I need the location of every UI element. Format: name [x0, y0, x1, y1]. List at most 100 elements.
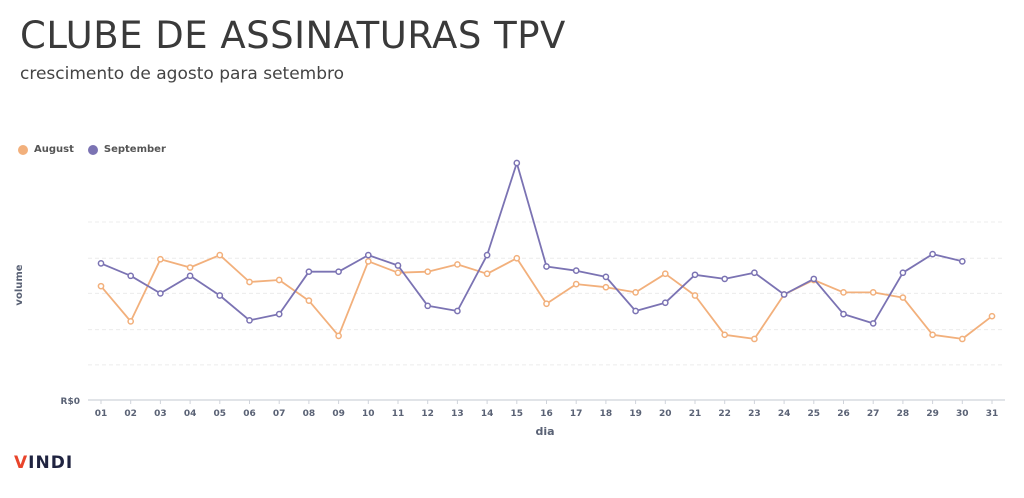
point-september-11[interactable] — [394, 262, 402, 269]
legend: August September — [18, 144, 166, 155]
x-tick-labels: 01 02 03 04 05 06 07 08 09 10 11 12 13 14 15 16 17 18 19 20… — [95, 400, 999, 419]
point-september-22[interactable] — [721, 275, 729, 283]
point-august-22[interactable] — [721, 331, 729, 339]
point-august-27[interactable] — [869, 289, 877, 296]
x-tick-label-15: 15 — [511, 409, 524, 419]
point-august-19[interactable] — [632, 289, 639, 296]
x-tick-label-02: 02 — [124, 409, 137, 419]
point-september-09[interactable] — [335, 268, 342, 276]
legend-item-august[interactable]: August — [18, 144, 74, 155]
x-tick-label-20: 20 — [659, 409, 672, 419]
legend-dot-september — [87, 144, 98, 155]
x-tick-label-13: 13 — [451, 409, 464, 419]
point-august-07[interactable] — [275, 276, 283, 284]
point-august-03[interactable] — [157, 255, 164, 263]
point-august-10[interactable] — [364, 257, 372, 265]
point-august-04[interactable] — [186, 264, 194, 271]
point-september-21[interactable] — [691, 271, 699, 279]
x-tick-label-24: 24 — [778, 409, 791, 419]
point-august-17[interactable] — [572, 280, 580, 288]
point-august-11[interactable] — [394, 269, 402, 277]
point-september-05[interactable] — [216, 292, 224, 299]
point-september-13[interactable] — [454, 307, 461, 315]
x-tick-label-08: 08 — [303, 409, 316, 419]
point-august-02[interactable] — [127, 318, 135, 325]
x-tick-label-31: 31 — [986, 409, 999, 419]
point-september-08[interactable] — [305, 268, 313, 276]
x-tick-label-26: 26 — [837, 409, 850, 419]
x-tick-label-03: 03 — [154, 409, 167, 419]
point-september-15[interactable] — [513, 159, 521, 167]
point-september-30[interactable] — [958, 257, 966, 265]
point-september-26[interactable] — [840, 310, 847, 318]
x-tick-label-28: 28 — [897, 409, 910, 419]
point-august-13[interactable] — [454, 261, 461, 268]
x-tick-label-12: 12 — [421, 409, 434, 419]
point-august-18[interactable] — [602, 283, 610, 291]
point-september-10[interactable] — [364, 251, 372, 259]
x-tick-label-22: 22 — [718, 409, 731, 419]
point-september-24[interactable] — [780, 291, 788, 298]
point-august-29[interactable] — [929, 331, 936, 339]
point-september-07[interactable] — [275, 310, 283, 318]
point-august-14[interactable] — [483, 270, 491, 278]
point-august-28[interactable] — [899, 294, 907, 301]
logo-rest: INDI — [28, 453, 74, 473]
point-august-01[interactable] — [97, 282, 105, 290]
legend-dot-august — [18, 144, 28, 155]
x-tick-label-19: 19 — [629, 409, 642, 419]
point-september-27[interactable] — [869, 320, 877, 327]
point-august-31[interactable] — [988, 312, 996, 320]
point-september-04[interactable] — [186, 272, 194, 280]
x-tick-label-16: 16 — [540, 409, 553, 419]
point-september-29[interactable] — [929, 250, 936, 258]
x-tick-label-27: 27 — [867, 409, 880, 419]
x-tick-label-06: 06 — [243, 409, 256, 419]
point-august-23[interactable] — [751, 335, 758, 343]
point-september-02[interactable] — [127, 272, 135, 280]
point-august-08[interactable] — [305, 297, 313, 305]
point-september-28[interactable] — [899, 269, 907, 277]
point-september-06[interactable] — [246, 316, 253, 324]
point-september-12[interactable] — [424, 302, 432, 310]
point-august-06[interactable] — [246, 278, 253, 286]
point-september-25[interactable] — [810, 275, 818, 283]
x-tick-label-18: 18 — [600, 409, 613, 419]
point-august-21[interactable] — [691, 292, 699, 299]
point-august-05[interactable] — [216, 251, 224, 259]
x-tick-label-23: 23 — [748, 409, 761, 419]
point-september-23[interactable] — [751, 269, 758, 277]
series-line-september — [100, 162, 963, 325]
point-august-09[interactable] — [335, 332, 342, 340]
point-september-01[interactable] — [97, 260, 105, 267]
point-september-18[interactable] — [602, 273, 610, 281]
x-tick-label-01: 01 — [95, 409, 108, 419]
point-september-16[interactable] — [543, 263, 550, 270]
point-august-26[interactable] — [840, 289, 847, 296]
legend-item-september[interactable]: September — [87, 144, 166, 155]
point-september-19[interactable] — [632, 307, 639, 315]
point-august-20[interactable] — [661, 270, 669, 278]
logo-v: V — [14, 453, 29, 473]
x-tick-label-25: 25 — [808, 409, 821, 419]
point-august-30[interactable] — [958, 335, 966, 343]
point-august-16[interactable] — [543, 300, 550, 308]
x-axis-label: dia — [535, 425, 554, 438]
x-tick-label-05: 05 — [214, 409, 227, 419]
point-september-14[interactable] — [483, 251, 491, 259]
point-august-12[interactable] — [424, 268, 432, 276]
x-tick-label-04: 04 — [184, 409, 197, 419]
x-tick-label-21: 21 — [689, 409, 702, 419]
point-september-20[interactable] — [661, 299, 669, 307]
grid-lines — [88, 221, 1005, 366]
series-layer — [97, 159, 996, 343]
x-tick-label-29: 29 — [926, 409, 939, 419]
series-september — [97, 159, 966, 327]
point-september-17[interactable] — [572, 267, 580, 275]
chart-title: CLUBE DE ASSINATURAS TPV — [20, 14, 566, 57]
point-august-15[interactable] — [513, 254, 521, 262]
x-tick-label-10: 10 — [362, 409, 375, 419]
x-tick-label-17: 17 — [570, 409, 583, 419]
point-september-03[interactable] — [157, 290, 164, 297]
